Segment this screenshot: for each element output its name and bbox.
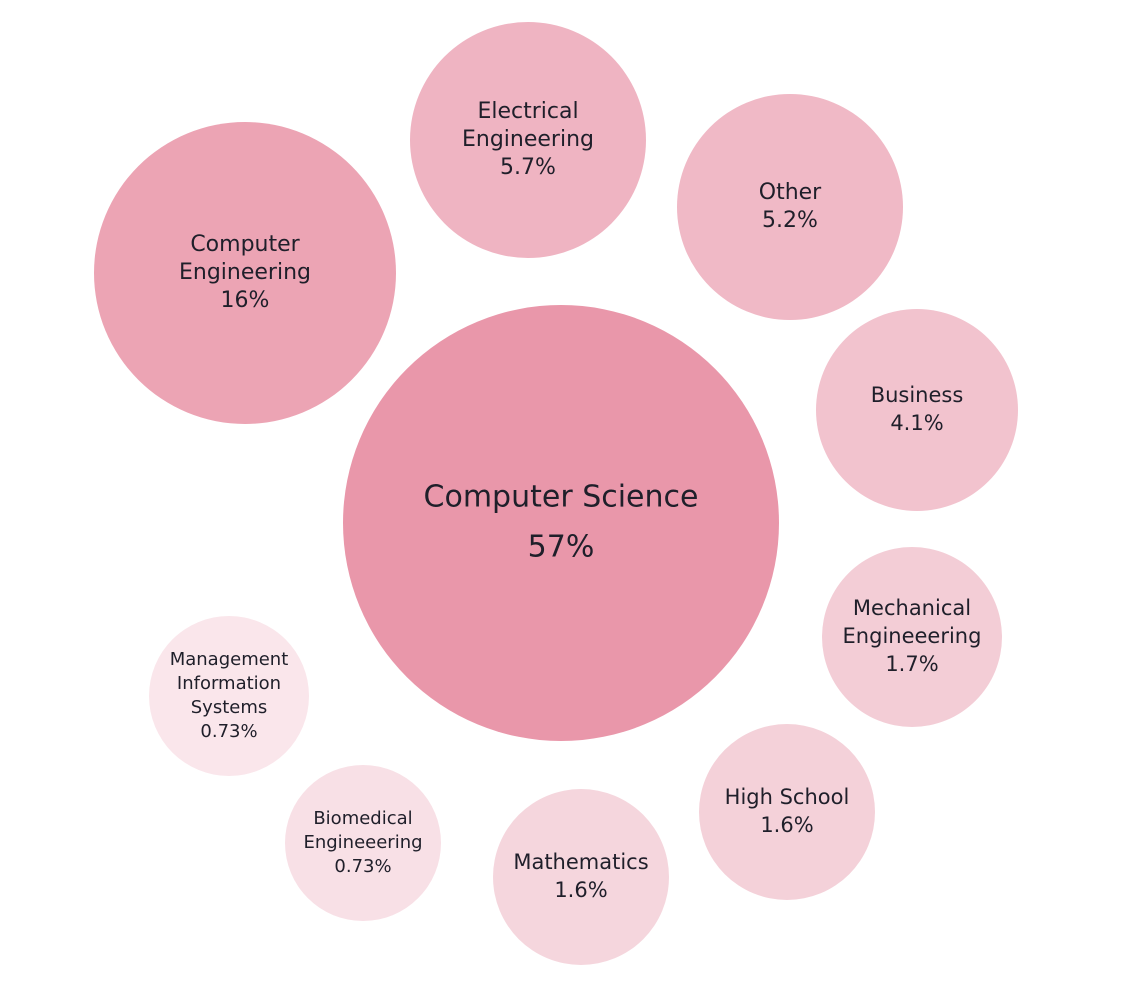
bubble-circle-mathematics <box>493 789 669 965</box>
bubble-value-mechanical-engineeering: 1.7% <box>885 652 938 676</box>
bubble-value-high-school: 1.6% <box>760 813 813 837</box>
bubble-circle-biomedical-engineeering <box>285 765 441 921</box>
bubble-value-electrical-engineering: 5.7% <box>500 155 556 180</box>
bubble-label-computer-engineering: Computer <box>190 232 300 257</box>
bubble-label-management-information-systems: Management <box>170 649 289 670</box>
bubble-label-other: Other <box>759 180 822 205</box>
bubble-label-computer-science: Computer Science <box>424 480 699 515</box>
bubble-value-other: 5.2% <box>762 208 818 233</box>
bubble-label-mechanical-engineeering: Engineeering <box>843 624 982 648</box>
bubble-label-biomedical-engineeering: Engineeering <box>303 832 422 853</box>
bubble-circle-computer-engineering <box>94 122 396 424</box>
bubble-label-mechanical-engineeering: Mechanical <box>853 596 971 620</box>
bubble-circle-other <box>677 94 903 320</box>
bubble-value-computer-engineering: 16% <box>221 288 270 313</box>
bubble-label-computer-engineering: Engineering <box>179 260 311 285</box>
bubble-circle-mechanical-engineeering <box>822 547 1002 727</box>
bubble-circle-computer-science <box>343 305 779 741</box>
bubble-business: Business 4.1% <box>816 309 1018 511</box>
bubble-computer-science: Computer Science 57% <box>343 305 779 741</box>
bubble-label-mathematics: Mathematics <box>513 850 648 874</box>
bubble-biomedical-engineeering: Biomedical Engineeering 0.73% <box>285 765 441 921</box>
bubble-value-computer-science: 57% <box>528 530 595 565</box>
bubble-label-biomedical-engineeering: Biomedical <box>313 808 412 829</box>
bubble-circle-electrical-engineering <box>410 22 646 258</box>
bubble-label-management-information-systems: Information <box>177 673 281 694</box>
bubble-label-management-information-systems: Systems <box>191 697 268 718</box>
bubble-mechanical-engineeering: Mechanical Engineeering 1.7% <box>822 547 1002 727</box>
bubble-value-mathematics: 1.6% <box>554 878 607 902</box>
bubble-electrical-engineering: Electrical Engineering 5.7% <box>410 22 646 258</box>
bubble-circle-management-information-systems <box>149 616 309 776</box>
bubble-value-business: 4.1% <box>890 411 943 435</box>
bubble-circle-business <box>816 309 1018 511</box>
bubble-label-electrical-engineering: Engineering <box>462 127 594 152</box>
bubble-label-electrical-engineering: Electrical <box>477 99 578 124</box>
bubble-label-high-school: High School <box>725 785 850 809</box>
bubble-mathematics: Mathematics 1.6% <box>493 789 669 965</box>
bubble-value-management-information-systems: 0.73% <box>200 721 257 742</box>
bubble-other: Other 5.2% <box>677 94 903 320</box>
bubble-value-biomedical-engineeering: 0.73% <box>334 856 391 877</box>
bubble-management-information-systems: Management Information Systems 0.73% <box>149 616 309 776</box>
bubble-circle-high-school <box>699 724 875 900</box>
bubble-high-school: High School 1.6% <box>699 724 875 900</box>
bubble-label-business: Business <box>871 383 964 407</box>
bubble-computer-engineering: Computer Engineering 16% <box>94 122 396 424</box>
